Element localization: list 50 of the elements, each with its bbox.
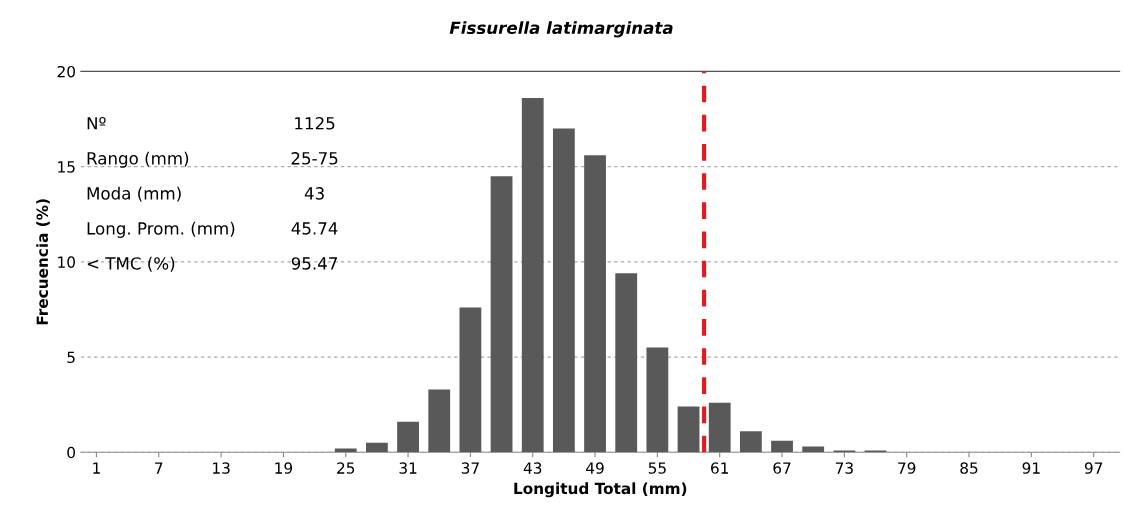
x-tick-label: 43	[523, 462, 542, 474]
x-tick-label: 79	[898, 462, 916, 474]
x-tick-label: 97	[1084, 462, 1103, 474]
y-axis-title: Frecuencia (%)	[36, 199, 50, 325]
bar	[646, 347, 669, 453]
bar	[615, 273, 638, 453]
x-tick-label: 49	[586, 462, 604, 474]
bar	[334, 448, 357, 453]
bar	[771, 440, 793, 453]
x-tick-label: 19	[275, 462, 293, 474]
annotation: Long. Prom. (mm)	[87, 221, 235, 238]
bar	[708, 402, 731, 453]
bar	[739, 431, 762, 453]
x-tick-label: 73	[835, 462, 853, 474]
x-tick-label: 7	[155, 462, 163, 474]
x-tick-label: 91	[1022, 462, 1040, 474]
y-tick-label: 0	[67, 446, 75, 459]
x-tick-label: 25	[337, 462, 355, 474]
bar	[521, 98, 544, 453]
annotation: Rango (mm)	[87, 151, 189, 168]
annotation: 95.47	[291, 257, 338, 270]
bar	[552, 128, 575, 453]
annotation: 25-75	[291, 152, 338, 165]
annotation: 45.74	[291, 222, 338, 235]
x-tick-label: 61	[711, 462, 729, 474]
x-tick-label: 55	[648, 462, 666, 474]
x-axis-title: Longitud Total (mm)	[514, 482, 687, 498]
annotation: 1125	[295, 116, 335, 130]
bar	[397, 421, 419, 453]
y-tick-label: 10	[58, 256, 75, 268]
annotation: < TMC (%)	[87, 256, 175, 272]
x-tick-label: 13	[213, 462, 230, 474]
y-tick-label: 20	[57, 65, 75, 78]
x-tick-label: 37	[461, 462, 479, 474]
bar	[459, 307, 482, 453]
x-tick-label: 67	[773, 462, 791, 474]
annotation: Nº	[87, 116, 106, 130]
bar	[584, 155, 606, 453]
bar	[366, 442, 388, 453]
x-tick-label: 85	[960, 462, 978, 474]
bar	[428, 389, 451, 453]
y-tick-label: 15	[58, 161, 75, 173]
annotation: Moda (mm)	[87, 186, 181, 202]
chart-title: Fissurella latimarginata	[449, 21, 673, 38]
bar	[677, 406, 700, 453]
bar	[490, 176, 513, 453]
annotation: 43	[304, 187, 324, 200]
y-tick-label: 5	[67, 351, 75, 364]
x-tick-label: 1	[93, 462, 100, 474]
x-tick-label: 31	[399, 462, 417, 474]
